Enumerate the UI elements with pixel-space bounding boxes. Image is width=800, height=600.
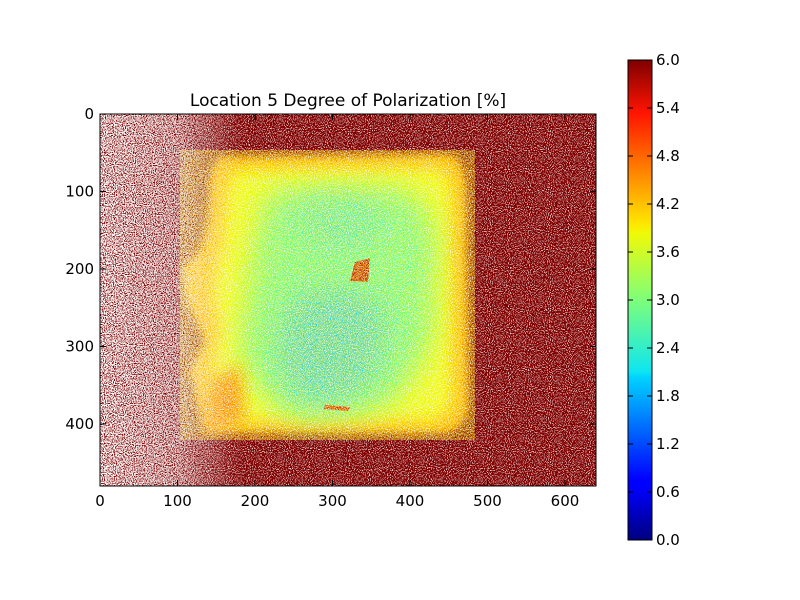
heatmap-area [100,114,596,486]
chart-title: Location 5 Degree of Polarization [%] [190,91,506,111]
x-tick-label: 500 [473,492,502,510]
colorbar-tick-label: 1.8 [656,387,680,405]
y-tick-label: 200 [65,260,94,278]
x-tick-label: 300 [318,492,347,510]
colorbar-tick-label: 5.4 [656,99,680,117]
x-axis: 0 100 200 300 400 500 600 [95,114,579,510]
colorbar-ticks: 0.0 0.6 1.2 1.8 2.4 3.0 3.6 4.2 4.8 5.4 6.0 [628,51,680,549]
x-tick-label: 600 [551,492,580,510]
x-tick-label: 200 [241,492,270,510]
colorbar-tick-label: 0.6 [656,483,680,501]
x-tick-label: 100 [163,492,192,510]
x-tick-label: 400 [396,492,425,510]
plot-frame [99,113,597,487]
y-tick-label: 100 [65,183,94,201]
colorbar-tick-label: 3.6 [656,243,680,261]
colorbar-tick-label: 0.0 [656,531,680,549]
colorbar-tick-label: 2.4 [656,339,680,357]
colorbar-tick-label: 3.0 [656,291,680,309]
colorbar-tick-label: 4.8 [656,147,680,165]
colorbar-tick-label: 1.2 [656,435,680,453]
y-tick-label: 300 [65,338,94,356]
colorbar-tick-label: 4.2 [656,195,680,213]
colorbar-tick-label: 6.0 [656,51,680,69]
y-tick-label: 0 [84,105,94,123]
y-tick-label: 400 [65,415,94,433]
x-tick-label: 0 [95,492,105,510]
background-speckle [100,114,596,486]
y-axis: 0 100 200 300 400 [65,105,596,433]
